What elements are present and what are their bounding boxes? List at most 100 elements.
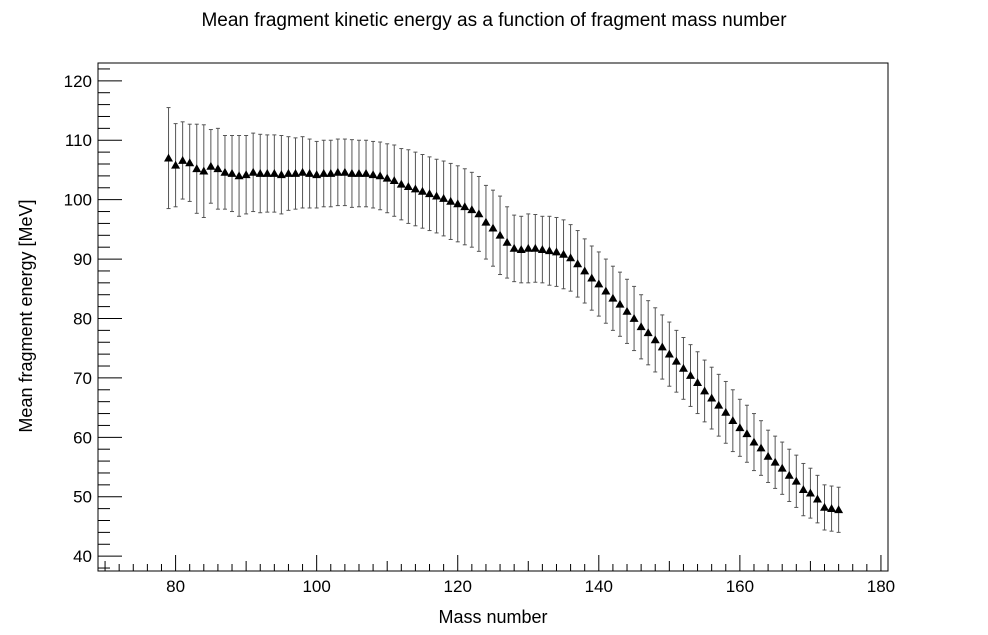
data-point [693, 378, 703, 387]
y-tick-label: 40 [73, 547, 92, 566]
data-point [389, 176, 399, 185]
data-point [643, 328, 653, 337]
data-point [608, 293, 618, 302]
data-point [333, 167, 343, 176]
data-point [523, 243, 533, 252]
data-point [580, 266, 590, 275]
data-point [474, 209, 484, 218]
data-point [664, 349, 674, 358]
data-point [791, 476, 801, 485]
x-axis-ticks [104, 555, 882, 571]
y-axis-ticks [98, 68, 122, 569]
data-point [537, 245, 547, 253]
data-point [439, 193, 449, 202]
data-point [812, 494, 822, 503]
data-point [805, 488, 815, 497]
data-point [594, 279, 604, 288]
x-tick-label: 140 [585, 577, 613, 596]
data-point [312, 170, 322, 179]
data-point [255, 169, 265, 177]
data-point [340, 167, 350, 176]
data-markers [164, 153, 844, 514]
data-point [530, 243, 540, 252]
data-point [305, 169, 315, 177]
data-point [509, 243, 519, 252]
data-point [544, 246, 554, 255]
data-point [276, 170, 286, 179]
data-point [777, 463, 787, 472]
data-point [234, 171, 244, 180]
data-point [453, 199, 463, 208]
data-point [185, 158, 195, 167]
data-point [516, 245, 526, 253]
data-point [714, 400, 724, 409]
y-axis-label: Mean fragment energy [MeV] [16, 199, 36, 432]
data-point [368, 170, 378, 179]
data-point [601, 286, 611, 295]
data-point [164, 153, 174, 162]
data-point [559, 249, 569, 258]
data-point [171, 160, 181, 169]
data-point [192, 164, 202, 173]
y-tick-label: 60 [73, 428, 92, 447]
data-point [566, 253, 576, 262]
x-tick-label: 80 [166, 577, 185, 596]
data-point [495, 230, 505, 239]
data-point [770, 457, 780, 466]
data-point [213, 164, 223, 173]
data-point [375, 171, 385, 180]
x-tick-label: 180 [867, 577, 895, 596]
data-point [347, 169, 357, 177]
data-point [622, 306, 632, 315]
data-point [721, 407, 731, 416]
data-point [425, 189, 435, 198]
data-point [827, 504, 837, 512]
data-point [241, 170, 251, 179]
data-point [410, 184, 420, 193]
x-tick-label: 100 [302, 577, 330, 596]
data-point [798, 485, 808, 493]
data-point [742, 429, 752, 438]
data-point [269, 169, 279, 177]
data-point [178, 155, 188, 164]
y-tick-label: 120 [64, 72, 92, 91]
data-point [756, 443, 766, 452]
data-point [403, 182, 413, 190]
data-point [834, 505, 844, 514]
data-point [636, 322, 646, 331]
data-point [298, 167, 308, 176]
data-point [749, 437, 759, 446]
y-tick-label: 80 [73, 309, 92, 328]
data-point [481, 217, 491, 226]
data-point [587, 273, 597, 282]
data-point [686, 371, 695, 379]
data-point [488, 223, 498, 232]
chart-title: Mean fragment kinetic energy as a functi… [201, 10, 787, 31]
data-point [220, 167, 230, 176]
data-point [227, 169, 237, 177]
data-point [735, 423, 745, 432]
data-point [728, 416, 738, 425]
data-point [354, 169, 364, 177]
data-point [262, 169, 272, 177]
data-point [650, 335, 660, 344]
data-point [763, 451, 773, 460]
data-point [432, 191, 442, 200]
data-point [502, 237, 512, 246]
data-point [615, 299, 625, 308]
y-axis-tick-labels: 40 50 60 70 80 90 100 110 120 [64, 72, 92, 566]
data-point [206, 161, 216, 170]
data-point [326, 169, 336, 177]
data-point [361, 169, 371, 177]
data-point [573, 259, 583, 268]
x-tick-label: 160 [726, 577, 754, 596]
data-point [467, 205, 477, 214]
data-point [199, 166, 209, 175]
plot-frame [97, 62, 889, 572]
data-point [382, 173, 392, 182]
y-tick-label: 90 [73, 250, 92, 269]
data-point [629, 313, 639, 322]
data-point [671, 356, 681, 365]
data-point [820, 502, 830, 511]
